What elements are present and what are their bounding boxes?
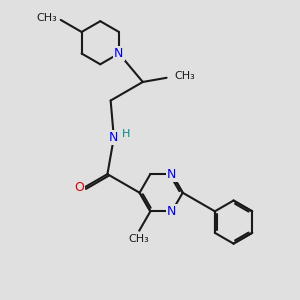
Text: O: O bbox=[74, 181, 84, 194]
Text: CH₃: CH₃ bbox=[36, 13, 57, 23]
Text: CH₃: CH₃ bbox=[129, 234, 150, 244]
Text: CH₃: CH₃ bbox=[175, 71, 196, 81]
Text: N: N bbox=[167, 168, 177, 181]
Text: N: N bbox=[114, 47, 124, 60]
Text: H: H bbox=[122, 129, 130, 139]
Text: N: N bbox=[167, 205, 177, 218]
Text: N: N bbox=[109, 131, 119, 144]
